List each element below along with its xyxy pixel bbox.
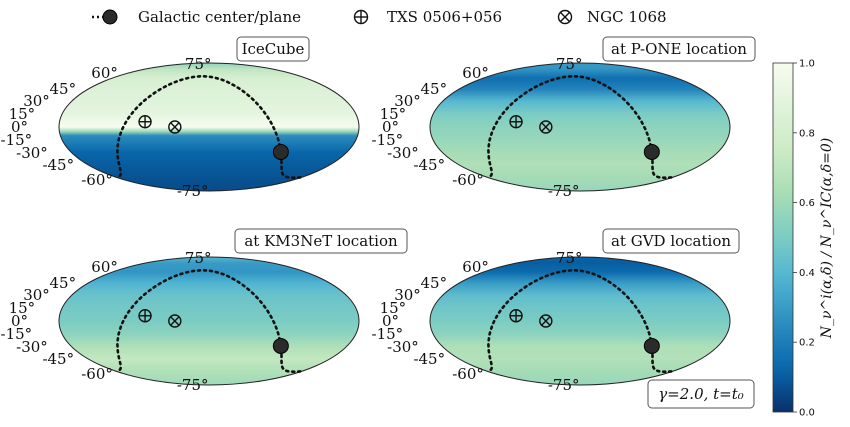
latitude-tick-label: 60° <box>462 64 489 82</box>
sky-map-panel: 75°60°45°30°15°0°-15°-30°-45°-60°-75°at … <box>1 228 408 394</box>
legend-label-ngc: NGC 1068 <box>587 8 667 26</box>
sky-map-panel: 75° 60° 45°30°15°0°-15°-30°-45° -60° -75° at … <box>372 228 740 394</box>
colorbar-label: N_ν^i(α,δ) / N_ν^IC(α,δ=0) <box>819 138 835 339</box>
latitude-tick-label: -60° <box>81 365 113 383</box>
galactic-plane-curve <box>115 75 302 179</box>
latitude-tick-label: -30° <box>387 338 419 356</box>
latitude-tick-label: 15° <box>9 105 36 123</box>
latitude-tick-label: 0° <box>382 312 399 330</box>
latitude-tick-label: 15° <box>380 299 407 317</box>
latitude-tick-label: -75° <box>548 182 580 200</box>
colorbar-tick-label: 0.8 <box>799 128 815 139</box>
panel-title-box <box>602 228 740 254</box>
latitude-tick-label: -45° <box>413 156 445 174</box>
parameter-annotation: γ=2.0, t=t₀ <box>647 379 755 409</box>
txs-0506-marker <box>509 309 523 323</box>
annotation-text: γ=2.0, t=t₀ <box>658 385 744 403</box>
txs-0506-marker <box>138 309 152 323</box>
latitude-tick-label: -75° <box>548 376 580 394</box>
latitude-tick-label: 75° <box>556 55 583 73</box>
colorbar: 0.0 0.2 0.4 0.6 0.8 1.0 N_ν^i(α,δ) / N_ν^IC(α… <box>772 59 835 419</box>
panel-title: at GVD location <box>611 232 731 250</box>
ngc-1068-marker <box>168 120 182 134</box>
latitude-tick-label: 0° <box>11 118 28 136</box>
galactic-center-legend-dot <box>102 9 118 25</box>
latitude-tick-label: 75° <box>185 55 212 73</box>
latitude-tick-label: -45° <box>42 350 74 368</box>
panel-title-box <box>602 36 756 62</box>
sky-map-panel: 75° 60° 45°30°15°0°-15°-30°-45° -60° -75° at … <box>372 36 756 200</box>
panel-title-box <box>234 228 408 254</box>
latitude-tick-label: 75° <box>185 249 212 267</box>
latitude-tick-label: -75° <box>177 376 209 394</box>
latitude-tick-label: -75° <box>177 182 209 200</box>
galactic-center-marker <box>272 337 289 354</box>
latitude-tick-label: 15° <box>380 105 407 123</box>
latitude-tick-label: -30° <box>16 144 48 162</box>
latitude-tick-label: 0° <box>11 312 28 330</box>
ngc-1068-marker <box>539 314 553 328</box>
latitude-tick-label: -15° <box>372 131 404 149</box>
latitude-tick-label: -30° <box>16 338 48 356</box>
legend-label-galactic: Galactic center/plane <box>138 8 301 26</box>
latitude-tick-label: -45° <box>413 350 445 368</box>
ngc-1068-marker <box>539 120 553 134</box>
sky-map-panel: 75° 60° 45°30°15°0°-15°-30°-45° -60° -75° Ice… <box>1 36 360 200</box>
txs-0506-marker <box>138 115 152 129</box>
galactic-center-marker <box>643 337 660 354</box>
legend-label-txs: TXS 0506+056 <box>387 8 502 26</box>
colorbar-gradient <box>772 62 794 413</box>
panel-title-box <box>236 36 310 62</box>
galactic-center-marker <box>643 143 660 160</box>
latitude-tick-label: -60° <box>452 171 484 189</box>
galactic-plane-curve <box>486 269 673 373</box>
latitude-tick-label: 0° <box>382 118 399 136</box>
txs-0506-marker <box>509 115 523 129</box>
circle-times-icon <box>557 9 573 25</box>
latitude-tick-label: 60° <box>462 258 489 276</box>
galactic-center-marker <box>272 143 289 160</box>
panel-title: at P-ONE location <box>611 40 747 58</box>
colorbar-tick-label: 0.2 <box>799 338 815 349</box>
colorbar-tick-label: 0.0 <box>799 408 815 419</box>
latitude-tick-label: 45° <box>421 274 448 292</box>
panel-title: at KM3NeT location <box>244 232 398 250</box>
latitude-tick-label: -60° <box>81 171 113 189</box>
ngc-1068-marker <box>168 314 182 328</box>
panel-title: IceCube <box>242 40 305 58</box>
galactic-plane-curve <box>486 75 673 179</box>
latitude-tick-label: 60° <box>91 64 118 82</box>
latitude-tick-label: 60° <box>91 258 118 276</box>
colorbar-tick-label: 0.4 <box>799 268 815 279</box>
latitude-tick-label: -15° <box>372 325 404 343</box>
colorbar-tick-label: 1.0 <box>799 59 815 70</box>
latitude-tick-label: 30° <box>23 92 50 110</box>
latitude-tick-label: 45° <box>421 80 448 98</box>
latitude-tick-label: 75° <box>556 249 583 267</box>
latitude-tick-label: 15° <box>9 299 36 317</box>
galactic-plane-curve <box>115 269 302 373</box>
latitude-tick-label: -30° <box>387 144 419 162</box>
latitude-tick-label: 45° <box>50 274 77 292</box>
latitude-tick-label: -45° <box>42 156 74 174</box>
latitude-tick-label: 30° <box>23 286 50 304</box>
latitude-tick-label: -15° <box>1 131 33 149</box>
colorbar-tick-label: 0.6 <box>799 198 815 209</box>
latitude-tick-label: -60° <box>452 365 484 383</box>
latitude-tick-label: 30° <box>394 92 421 110</box>
circle-plus-icon <box>353 9 369 25</box>
legend: Galactic center/plane TXS 0506+056 NGC 1… <box>92 8 667 26</box>
latitude-tick-label: -15° <box>1 325 33 343</box>
latitude-tick-label: 45° <box>50 80 77 98</box>
latitude-tick-label: 30° <box>394 286 421 304</box>
